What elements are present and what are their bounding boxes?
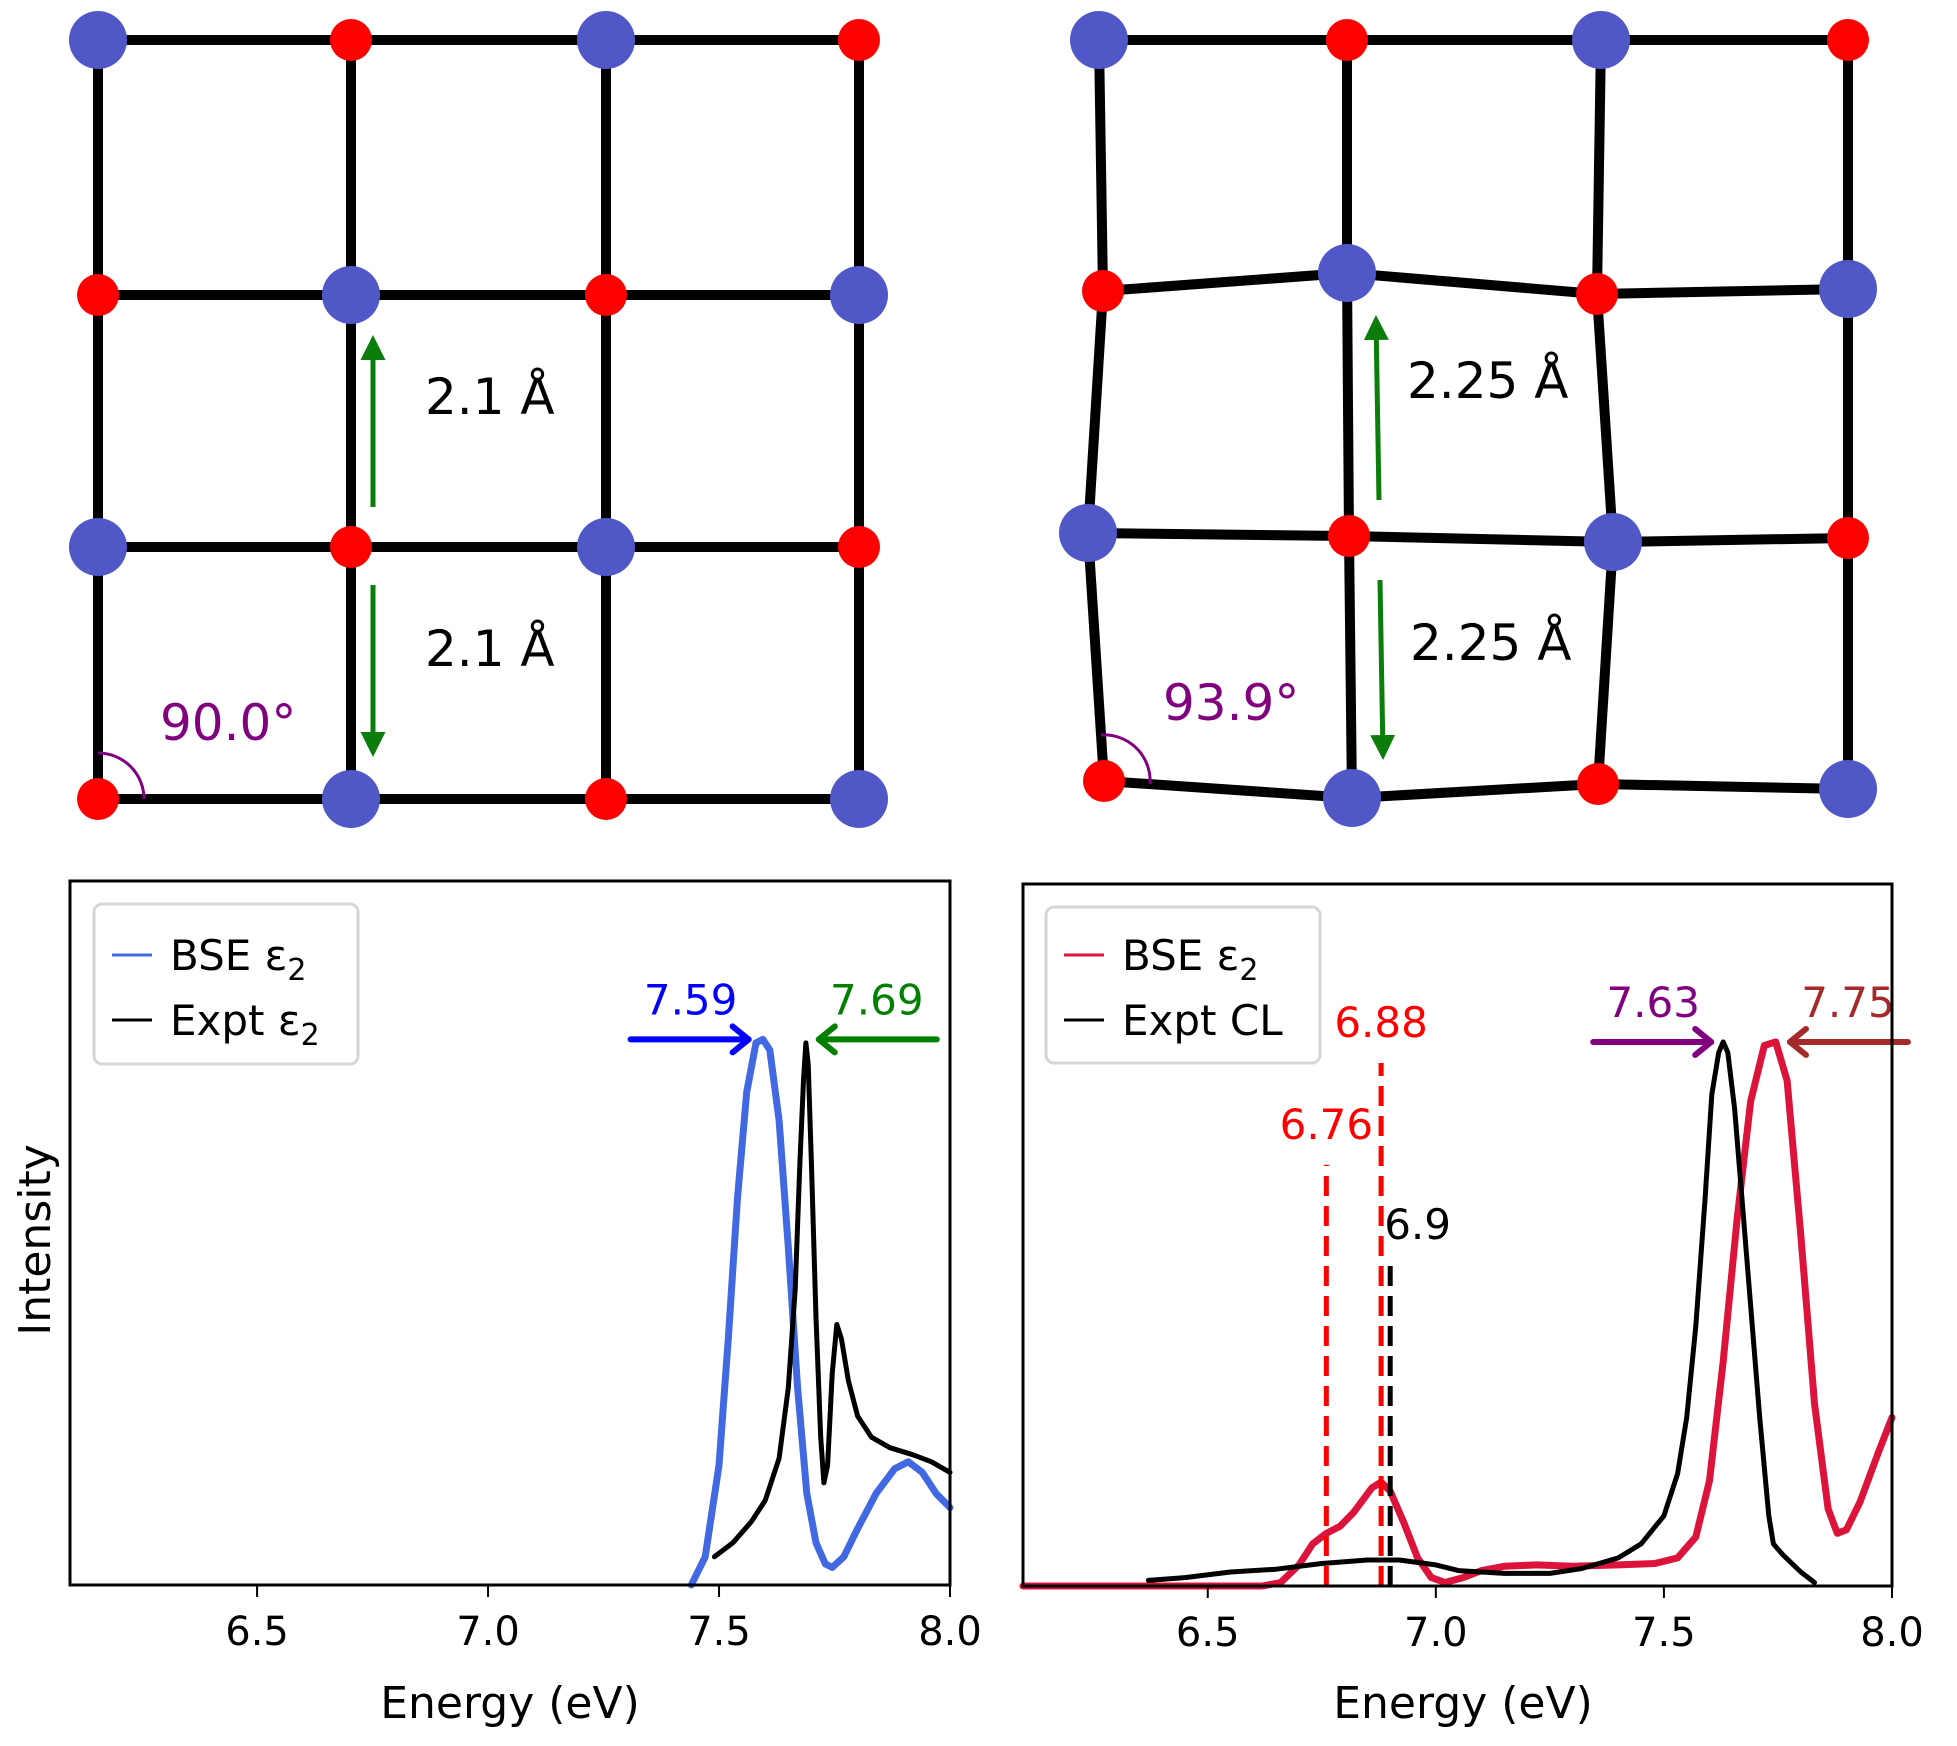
large-atom [1318, 244, 1376, 302]
arrow-head [1786, 1025, 1809, 1058]
angle-arc [97, 751, 146, 800]
large-atom [1059, 504, 1117, 562]
lattice-undistorted [69, 11, 888, 828]
angle-arc [1100, 733, 1152, 785]
chart-right: 6.76 6.88 6.9 7.63 7.75 6.5 7.0 7.5 8.0 Energy … [1019, 882, 1924, 1729]
legend-label-bse: BSE ε2 [1122, 931, 1258, 988]
large-atom [1584, 513, 1642, 571]
bond [1342, 272, 1354, 537]
marker-label: 6.88 [1334, 998, 1428, 1047]
peak-label: 7.69 [830, 975, 924, 1024]
bond [1612, 533, 1849, 547]
small-atom [585, 778, 627, 820]
large-atom [830, 770, 888, 828]
bond [1083, 290, 1108, 534]
x-tick-label: 8.0 [918, 1609, 982, 1655]
legend: BSE ε2 Expt CL [1044, 905, 1322, 1065]
bond [1596, 284, 1849, 299]
series-expt-cl [1145, 1039, 1817, 1585]
bond-length-arrow [1370, 579, 1396, 760]
bond [1083, 532, 1109, 782]
bond [1593, 541, 1618, 785]
bond [1351, 779, 1599, 803]
bond-angle-label: 90.0° [160, 694, 296, 752]
x-tick-label: 6.5 [225, 1609, 289, 1655]
large-atom [69, 518, 127, 576]
large-atom [322, 266, 380, 324]
large-atom [577, 518, 635, 576]
small-atom [1827, 517, 1869, 559]
marker-label: 6.76 [1280, 1100, 1374, 1149]
x-tick-label: 7.5 [687, 1609, 751, 1655]
x-axis-label: Energy (eV) [380, 1678, 640, 1729]
bond-length-label-lower: 2.25 Å [1410, 614, 1571, 672]
bond [1344, 535, 1357, 799]
bond-length-label-upper: 2.25 Å [1407, 352, 1568, 410]
large-atom [1323, 769, 1381, 827]
bond-length-label-lower: 2.1 Å [425, 620, 555, 678]
series-bse-2 [1019, 1038, 1896, 1590]
marker-label: 6.9 [1384, 1200, 1451, 1249]
axes-frame [1021, 882, 1894, 1588]
large-atom [322, 770, 380, 828]
arrow-head [729, 1023, 752, 1056]
legend-label-expt: Expt ε2 [170, 996, 320, 1053]
small-atom [585, 274, 627, 316]
y-axis-label: Intensity [10, 1144, 61, 1336]
peak-label: 7.75 [1801, 978, 1895, 1027]
large-atom [1572, 11, 1630, 69]
x-axis-label: Energy (eV) [1333, 1678, 1593, 1729]
small-atom [330, 19, 372, 61]
small-atom [1326, 19, 1368, 61]
bond [1592, 39, 1606, 295]
small-atom [1082, 270, 1124, 312]
small-atom [838, 19, 880, 61]
small-atom [1576, 273, 1618, 315]
small-atom [1328, 515, 1370, 557]
bond [1592, 293, 1618, 543]
arrow-head [815, 1023, 838, 1056]
large-atom [1819, 760, 1877, 818]
x-tick-label: 6.5 [1176, 1610, 1240, 1656]
peak-label: 7.59 [644, 975, 738, 1024]
bond [1094, 39, 1108, 292]
lattice-distorted [1059, 11, 1877, 827]
peak-label: 7.63 [1606, 978, 1700, 1027]
legend-label-expt: Expt CL [1122, 996, 1283, 1045]
bond-length-arrow [1363, 315, 1389, 501]
large-atom [69, 11, 127, 69]
chart-left: 7.59 7.69 6.5 7.0 7.5 8.0 Energy (eV) Intens… [10, 879, 982, 1729]
bond [1597, 779, 1849, 794]
bond [1346, 268, 1598, 299]
large-atom [1070, 11, 1128, 69]
bond [1087, 528, 1350, 541]
small-atom [77, 778, 119, 820]
x-tick-label: 7.5 [1632, 1610, 1696, 1656]
x-tick-label: 7.0 [456, 1609, 520, 1655]
arrow-head [1692, 1025, 1715, 1058]
small-atom [330, 526, 372, 568]
bond [1103, 776, 1353, 803]
bond-angle-label: 93.9° [1163, 674, 1299, 732]
axes-frame [68, 879, 952, 1587]
bond-length-label-upper: 2.1 Å [425, 368, 555, 426]
series-expt-2 [711, 1040, 953, 1560]
bond [1102, 268, 1348, 296]
x-tick-label: 7.0 [1404, 1610, 1468, 1656]
large-atom [830, 266, 888, 324]
series-bse-2 [687, 1035, 954, 1589]
x-tick-label: 8.0 [1860, 1610, 1924, 1656]
small-atom [1577, 763, 1619, 805]
small-atom [1083, 760, 1125, 802]
large-atom [577, 11, 635, 69]
bond [1348, 531, 1614, 547]
legend: BSE ε2 Expt ε2 [92, 902, 360, 1066]
small-atom [1827, 19, 1869, 61]
small-atom [77, 274, 119, 316]
small-atom [838, 526, 880, 568]
legend-label-bse: BSE ε2 [170, 931, 306, 988]
large-atom [1819, 260, 1877, 318]
